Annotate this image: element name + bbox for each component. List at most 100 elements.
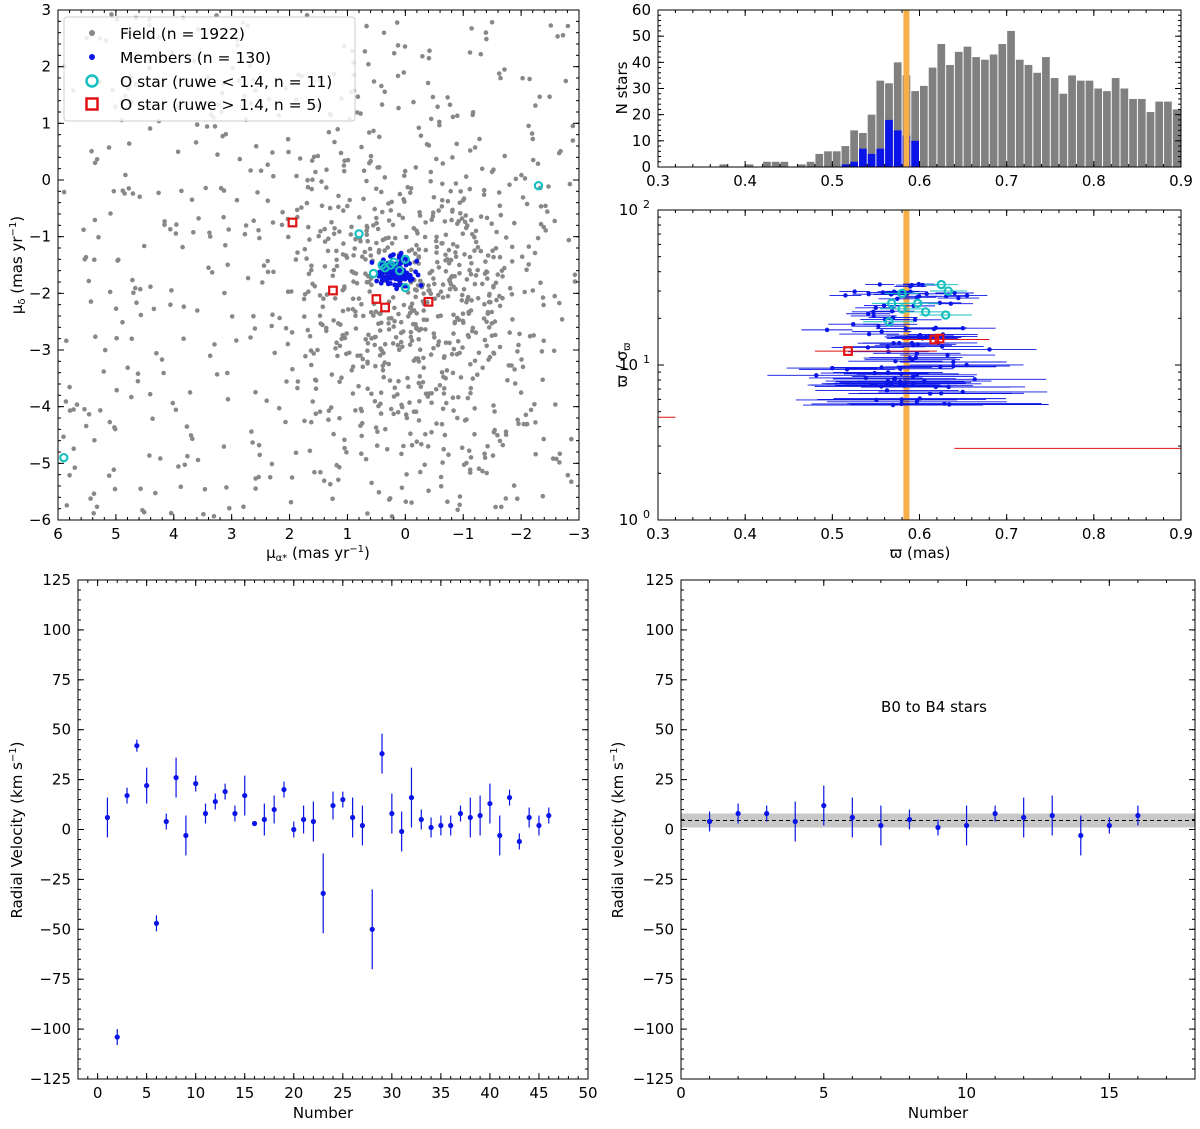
field-star [313,411,319,417]
field-star [71,446,76,452]
field-star [358,406,364,412]
field-star [556,150,562,156]
field-star [440,161,446,166]
field-star [482,455,488,461]
field-star [366,279,372,285]
o-star-good [533,180,544,191]
field-star [258,168,264,173]
field-star [362,49,368,54]
field-star [426,488,431,494]
field-star [470,232,475,237]
field-star [472,145,478,150]
hist-frame [657,9,1182,168]
field-star [442,432,448,438]
field-star [404,234,409,240]
member-point [916,334,922,340]
field-star [499,504,504,510]
field-star [473,239,479,245]
o-star-good [913,298,923,309]
field-bar [1085,80,1094,167]
field-star [126,186,132,191]
field-star [533,103,538,108]
field-star [434,244,440,250]
field-star [234,338,239,343]
field-star [420,380,426,385]
field-star [440,460,445,465]
field-star [207,353,213,359]
field-star [435,314,441,319]
hist-xtick-label: 0.4 [733,172,757,190]
field-star [324,328,329,334]
field-star [428,179,434,184]
field-star [265,269,271,275]
field-star [373,425,379,430]
rv-point [935,824,941,831]
field-star [469,26,474,31]
field-star [311,154,317,160]
field-star [61,189,67,195]
field-star [329,220,334,225]
field-star [472,248,477,253]
field-star [468,271,474,277]
field-star [392,305,397,311]
field-star [366,332,371,338]
field-star [355,94,361,99]
field-star [418,326,424,332]
member-point [933,325,939,330]
field-star [548,23,554,28]
rv-point [467,814,473,821]
field-star [432,296,438,302]
field-star [419,441,424,447]
rv-point [281,786,287,793]
field-star [532,250,538,256]
field-star [223,243,228,248]
rv3-xtick-label: 5 [142,1084,152,1102]
field-star [543,203,548,209]
rv-point [261,816,267,823]
field-star [461,196,467,201]
field-star [547,94,552,99]
o-star-good [886,298,897,309]
field-star [337,415,342,421]
field-star [475,267,481,273]
field-star [463,213,469,218]
o-star-good [940,310,951,320]
field-bar [1068,75,1076,167]
field-star [220,133,225,139]
field-star [455,507,461,513]
field-star [509,244,515,250]
field-star [376,250,382,255]
field-star [367,289,373,294]
field-bar [841,146,850,167]
legend-box [63,16,356,122]
field-star [112,486,118,492]
field-star [313,169,318,175]
field-star [428,169,434,175]
field-star [446,260,452,266]
field-star [460,231,466,236]
member-bar [893,130,902,167]
field-star [293,257,299,262]
field-star [520,364,526,370]
field-star [378,411,384,416]
field-star [467,186,473,192]
field-star [411,99,416,105]
field-star [211,514,217,519]
o-star-good [943,286,953,296]
pm-ytick-label: −5 [29,454,51,472]
field-star [375,226,381,232]
field-star [473,273,479,278]
field-star [407,400,412,405]
field-star [551,348,557,354]
field-star [503,496,509,501]
field-star [443,232,449,238]
rv3-xtick-label: 30 [382,1084,401,1102]
field-star [526,123,531,129]
field-star [380,209,385,215]
field-star [529,131,535,136]
field-star [535,235,541,241]
field-star [257,235,262,241]
pm-xtick-label: 5 [111,525,121,543]
member-point [911,343,916,348]
field-star [518,390,524,395]
